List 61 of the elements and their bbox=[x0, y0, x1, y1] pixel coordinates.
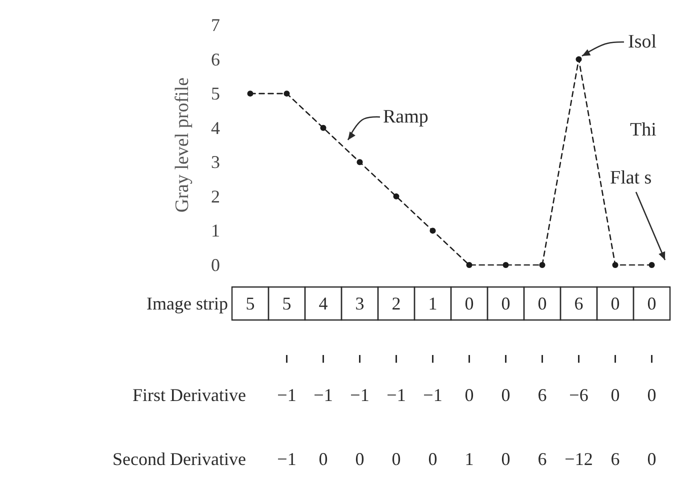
point bbox=[393, 193, 400, 200]
data-label: 0 bbox=[610, 385, 620, 405]
point bbox=[612, 262, 618, 268]
data-label: 0 bbox=[501, 449, 510, 469]
data-label: 0 bbox=[428, 449, 438, 469]
data-label: −1 bbox=[314, 385, 333, 405]
y-tick-label: 3 bbox=[211, 152, 220, 172]
data-label: 6 bbox=[538, 385, 547, 405]
point bbox=[648, 262, 655, 268]
data-label: 6 bbox=[538, 449, 547, 469]
legend-label: Image strip bbox=[146, 294, 228, 314]
data-label: −12 bbox=[564, 449, 593, 469]
y-tick-label: 5 bbox=[211, 84, 220, 104]
data-label: −1 bbox=[277, 449, 296, 469]
data-label: 3 bbox=[355, 294, 364, 314]
data-label: 1 bbox=[428, 294, 438, 314]
data-label: 0 bbox=[538, 294, 547, 314]
data-label: 6 bbox=[574, 294, 584, 314]
point bbox=[356, 159, 363, 166]
data-label: 5 bbox=[282, 294, 292, 314]
data-label: 0 bbox=[501, 294, 510, 314]
data-label: −1 bbox=[277, 385, 296, 405]
point bbox=[539, 262, 546, 268]
data-label: 0 bbox=[647, 449, 656, 469]
y-tick-label: 4 bbox=[211, 118, 220, 138]
data-label: 6 bbox=[610, 449, 620, 469]
point bbox=[430, 228, 436, 234]
annotation: Thi bbox=[630, 120, 656, 140]
data-label: −1 bbox=[386, 385, 406, 405]
point bbox=[247, 90, 254, 97]
y-tick-label: Second Derivative bbox=[112, 449, 246, 469]
point bbox=[284, 90, 290, 97]
data-label: 0 bbox=[355, 449, 364, 469]
point bbox=[320, 124, 326, 131]
annotation: Ramp bbox=[383, 106, 428, 128]
data-label: 0 bbox=[647, 294, 656, 314]
y-tick-label: 7 bbox=[211, 15, 220, 35]
data-label: 0 bbox=[464, 294, 474, 314]
data-label: 0 bbox=[318, 449, 328, 469]
point bbox=[576, 56, 582, 62]
data-label: 0 bbox=[464, 385, 474, 405]
data-label: 0 bbox=[392, 449, 401, 469]
data-label: −1 bbox=[350, 385, 370, 405]
y-axis-title: Gray level profile bbox=[172, 77, 193, 213]
data-label: 4 bbox=[318, 294, 328, 314]
data-label: 0 bbox=[501, 385, 510, 405]
point bbox=[502, 262, 509, 268]
data-label: 2 bbox=[392, 294, 401, 314]
point bbox=[466, 262, 472, 268]
y-tick-label: 6 bbox=[211, 49, 220, 70]
data-label: −6 bbox=[569, 385, 588, 405]
y-tick-label: 1 bbox=[211, 220, 220, 241]
data-label: 1 bbox=[464, 449, 474, 469]
data-label: 0 bbox=[647, 385, 656, 405]
y-tick-label: 0 bbox=[211, 255, 220, 275]
data-label: 0 bbox=[610, 294, 620, 314]
annotation: Flat s bbox=[610, 168, 652, 188]
y-tick-label: First Derivative bbox=[132, 385, 246, 405]
data-label: −1 bbox=[423, 385, 442, 405]
annotation: Isol bbox=[628, 32, 656, 52]
y-tick-label: 2 bbox=[211, 186, 220, 206]
